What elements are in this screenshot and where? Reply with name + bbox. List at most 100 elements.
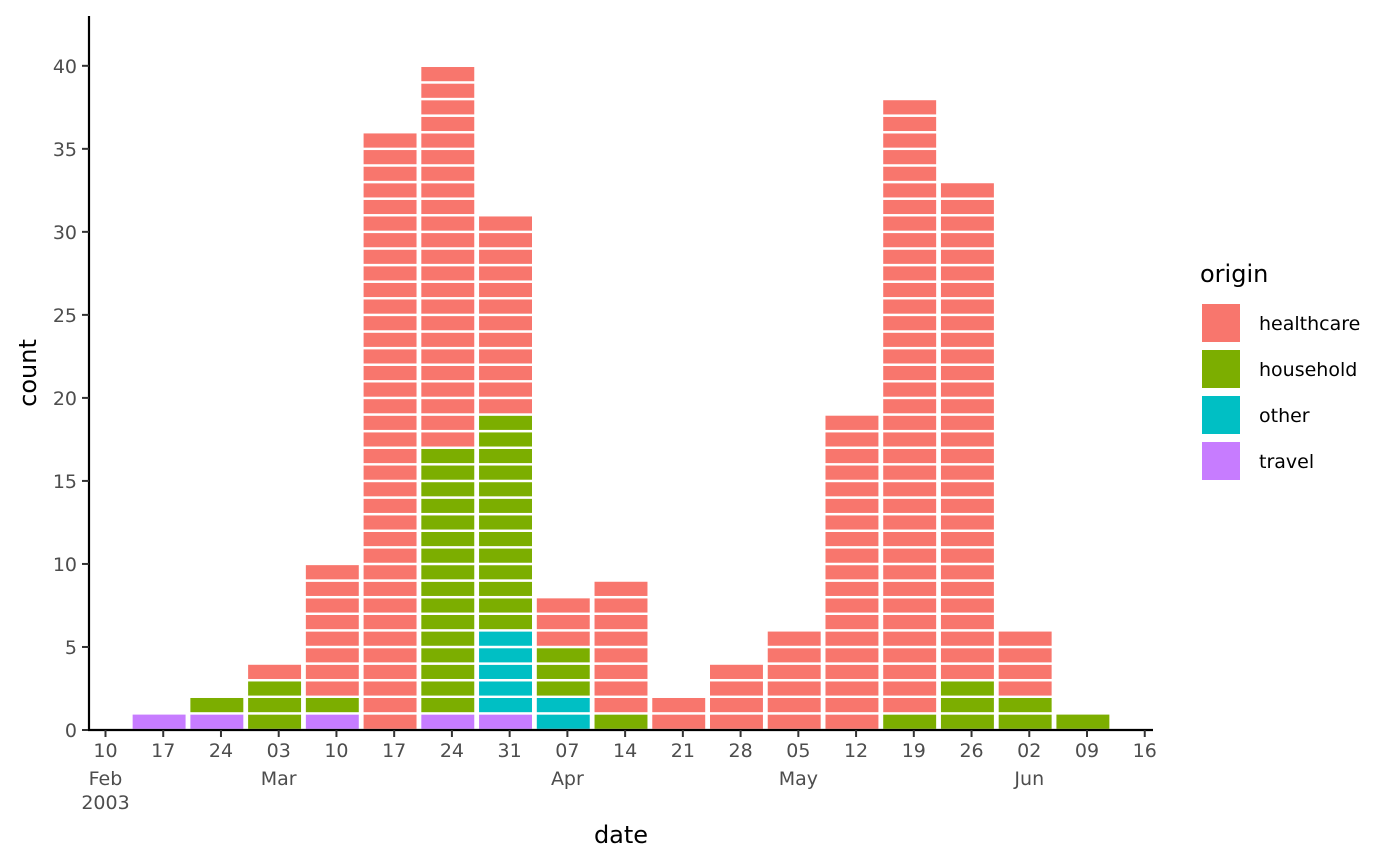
bar-segment-healthcare [361,330,419,350]
bar-segment-household [418,446,477,466]
bar-segment-healthcare [476,396,535,416]
bar-segment-healthcare [476,214,535,234]
legend-key-household [1202,350,1240,388]
bar-segment-healthcare [418,114,477,134]
bar-segment-healthcare [418,396,477,416]
bar-segment-household [418,695,477,715]
bar-segment-healthcare [418,180,477,200]
x-tick-label: 10 [93,740,117,762]
bar-segment-healthcare [938,263,997,283]
bar-segment-healthcare [476,313,535,333]
bar-segment-healthcare [938,595,997,615]
bar-segment-healthcare [476,297,535,317]
bar-segment-household [418,595,477,615]
bar-segment-healthcare [303,678,362,698]
bar-segment-healthcare [476,346,535,366]
bar-segment-healthcare [245,662,304,682]
bar-segment-household [418,678,477,698]
bar-segment-healthcare [880,297,939,317]
bar-segment-healthcare [938,645,997,665]
x-tick-sublabel: May [779,768,818,790]
bar-segment-household [534,678,593,698]
bar-segment-household [476,413,535,433]
bar-segment-healthcare [476,330,535,350]
bar-segment-healthcare [418,363,477,383]
bar-segment-healthcare [361,595,419,615]
bar-segment-healthcare [418,131,477,151]
bar-segment-other [476,662,535,682]
bar-segment-healthcare [880,263,939,283]
bar-segment-healthcare [938,562,997,582]
bar-segment-healthcare [303,612,362,632]
bar-segment-healthcare [707,695,766,715]
bar-segment-household [418,546,477,566]
bar-segment-healthcare [880,579,939,599]
x-axis-title: date [594,821,648,849]
x-tick-sublabel: 2003 [81,792,129,814]
bar-segment-healthcare [938,330,997,350]
bar-segment-healthcare [418,147,477,167]
bar-segment-household [418,463,477,483]
bar-segment-healthcare [880,180,939,200]
bar-segment-other [476,695,535,715]
bar-segment-healthcare [823,562,881,582]
bar-segment-healthcare [996,645,1055,665]
x-tick-label: 19 [902,740,926,762]
x-tick-label: 24 [440,740,464,762]
bar-segment-household [418,645,477,665]
bar-segment-healthcare [707,662,766,682]
bar-segment-healthcare [303,629,362,649]
bar-segment-healthcare [361,396,419,416]
y-tick-label: 0 [65,720,77,742]
bar-segment-travel [130,712,188,732]
bar-segment-healthcare [418,429,477,449]
bar-segment-healthcare [880,131,939,151]
bar-segment-healthcare [476,380,535,400]
bar-segment-household [418,529,477,549]
bar-segment-healthcare [938,346,997,366]
bar-segment-household [996,712,1055,732]
bar-segment-household [418,662,477,682]
bar-segment-healthcare [361,463,419,483]
bar-segment-healthcare [938,612,997,632]
bar-segment-healthcare [476,280,535,300]
bar-segment-healthcare [418,247,477,267]
x-tick-label: 03 [267,740,291,762]
bar-segment-healthcare [361,197,419,217]
bar-segment-healthcare [823,429,881,449]
bar-segment-household [996,695,1055,715]
bar-segment-healthcare [880,695,939,715]
bar-segment-healthcare [938,247,997,267]
bar-segment-healthcare [418,263,477,283]
legend-key-other [1202,396,1240,434]
bar-segment-healthcare [418,413,477,433]
bar-segment-healthcare [303,595,362,615]
bar-segment-healthcare [534,595,593,615]
bar-segment-healthcare [880,629,939,649]
bar-segment-other [476,678,535,698]
bar-segment-travel [187,712,246,732]
bar-segment-healthcare [823,629,881,649]
bar-segment-healthcare [938,230,997,250]
bar-segment-healthcare [938,313,997,333]
bar-segment-healthcare [938,662,997,682]
bar-segment-healthcare [765,712,824,732]
bar-segment-healthcare [938,529,997,549]
bar-segment-household [303,695,362,715]
bar-segment-healthcare [592,695,650,715]
bar-segment-household [534,645,593,665]
bar-segment-healthcare [534,629,593,649]
bar-segment-travel [303,712,362,732]
bar-segment-household [418,512,477,532]
bar-segment-healthcare [880,97,939,117]
bar-segment-healthcare [361,164,419,184]
bar-segment-household [476,595,535,615]
bar-segment-healthcare [880,429,939,449]
legend-label-other: other [1259,405,1310,427]
bar-segment-healthcare [361,562,419,582]
bar-segment-healthcare [823,678,881,698]
bar-segment-healthcare [938,396,997,416]
bar-segment-healthcare [361,529,419,549]
bar-segment-healthcare [418,346,477,366]
